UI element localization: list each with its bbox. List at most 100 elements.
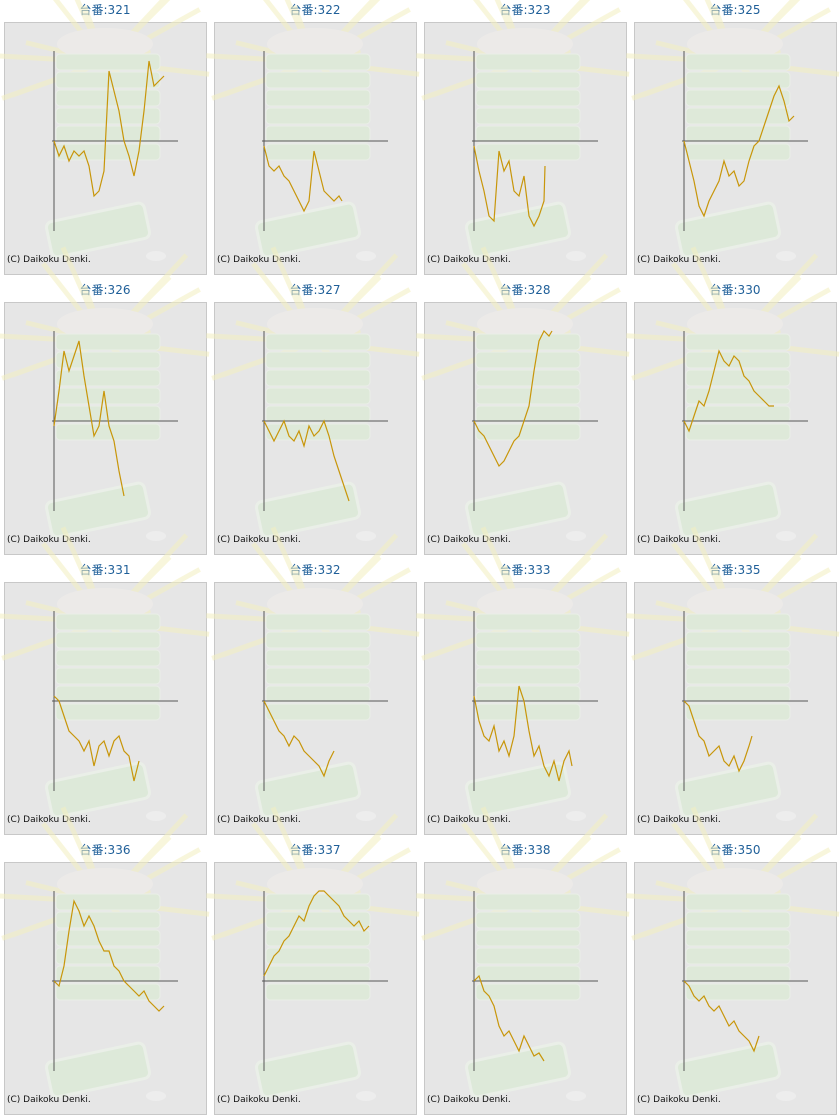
box-layer [55, 649, 161, 667]
chart-title: 台番:322 [290, 2, 341, 17]
coin [356, 531, 376, 541]
box-layer [55, 143, 161, 161]
box-layer [685, 71, 791, 89]
coin [356, 811, 376, 821]
box-layer [475, 71, 581, 89]
box-layer [475, 369, 581, 387]
box-layer [55, 333, 161, 351]
box-layer [55, 351, 161, 369]
graph-panel: (C) Daikoku Denki. [206, 246, 420, 555]
copyright: (C) Daikoku Denki. [217, 815, 301, 825]
box-layer [55, 107, 161, 125]
box-layer [685, 423, 791, 441]
copyright: (C) Daikoku Denki. [217, 535, 301, 545]
box-layer [685, 703, 791, 721]
copyright: (C) Daikoku Denki. [637, 535, 721, 545]
box-layer [55, 911, 161, 929]
data-line [53, 695, 140, 782]
chart-title: 台番:337 [290, 842, 341, 857]
graph-panel: (C) Daikoku Denki. [0, 806, 210, 1115]
box-layer [265, 89, 371, 107]
data-line [473, 974, 545, 1062]
box-layer [685, 613, 791, 631]
crown [267, 28, 363, 60]
box-layer [265, 351, 371, 369]
background-art [626, 806, 840, 1101]
background-art [0, 246, 210, 541]
copyright: (C) Daikoku Denki. [7, 815, 91, 825]
box-layer [685, 893, 791, 911]
copyright: (C) Daikoku Denki. [637, 255, 721, 265]
box-layer [685, 387, 791, 405]
box-layer [265, 929, 371, 947]
box-layer [475, 107, 581, 125]
tray [254, 481, 362, 539]
box-layer [475, 405, 581, 423]
chart-title: 台番:332 [290, 562, 341, 577]
box-layer [55, 423, 161, 441]
tray [464, 201, 572, 259]
chart-title: 台番:331 [80, 562, 131, 577]
box-layer [475, 649, 581, 667]
coin [776, 1091, 796, 1101]
data-line [473, 329, 553, 468]
crown [57, 868, 153, 900]
coin [566, 811, 586, 821]
box-layer [55, 387, 161, 405]
box-layer [265, 107, 371, 125]
box-layer [55, 631, 161, 649]
chart-title: 台番:336 [80, 842, 131, 857]
background-art [626, 0, 840, 261]
graph-panel: (C) Daikoku Denki. [0, 246, 210, 555]
box-layer [55, 667, 161, 685]
box-layer [475, 89, 581, 107]
box-layer [475, 965, 581, 983]
box-layer [55, 929, 161, 947]
background-art [626, 526, 840, 821]
crown [687, 868, 783, 900]
box-layer [685, 649, 791, 667]
box-layer [685, 685, 791, 703]
crown [477, 308, 573, 340]
box-layer [265, 613, 371, 631]
crown [687, 308, 783, 340]
box-layer [475, 631, 581, 649]
copyright: (C) Daikoku Denki. [7, 535, 91, 545]
box-layer [265, 71, 371, 89]
background-art [206, 246, 420, 541]
chart-title: 台番:325 [710, 2, 761, 17]
box-layer [55, 965, 161, 983]
tray [464, 481, 572, 539]
box-layer [55, 685, 161, 703]
box-layer [265, 631, 371, 649]
box-layer [265, 369, 371, 387]
crown [477, 28, 573, 60]
box-layer [265, 387, 371, 405]
copyright: (C) Daikoku Denki. [427, 815, 511, 825]
crown [267, 588, 363, 620]
coin [566, 251, 586, 261]
box-layer [685, 405, 791, 423]
box-layer [685, 53, 791, 71]
box-layer [265, 125, 371, 143]
box-layer [685, 911, 791, 929]
background-art [206, 0, 420, 261]
box-layer [55, 893, 161, 911]
box-layer [55, 983, 161, 1001]
box-layer [55, 369, 161, 387]
tray [464, 761, 572, 819]
box-layer [55, 125, 161, 143]
copyright: (C) Daikoku Denki. [427, 1095, 511, 1105]
graph-panel: (C) Daikoku Denki. [416, 526, 630, 835]
chart-title: 台番:333 [500, 562, 551, 577]
copyright: (C) Daikoku Denki. [217, 1095, 301, 1105]
copyright: (C) Daikoku Denki. [7, 255, 91, 265]
box-layer [265, 333, 371, 351]
tray [44, 761, 152, 819]
box-layer [475, 125, 581, 143]
graph-panel: (C) Daikoku Denki. [416, 0, 630, 275]
tray [254, 201, 362, 259]
data-line [683, 700, 753, 773]
crown [477, 588, 573, 620]
coin [776, 811, 796, 821]
